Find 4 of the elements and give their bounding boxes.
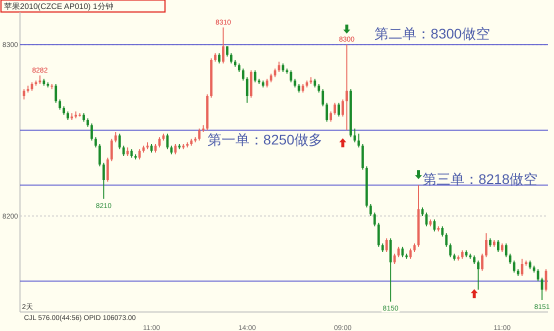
ref-line-label: 第二单：8300做空 <box>374 26 490 42</box>
ref-line-label: 第一单：8250做多 <box>207 131 322 148</box>
ref-line-label: 第三单：8218做空 <box>422 171 538 188</box>
chart-title: 苹果2010(CZCE AP010) 1分钟 <box>4 2 114 11</box>
